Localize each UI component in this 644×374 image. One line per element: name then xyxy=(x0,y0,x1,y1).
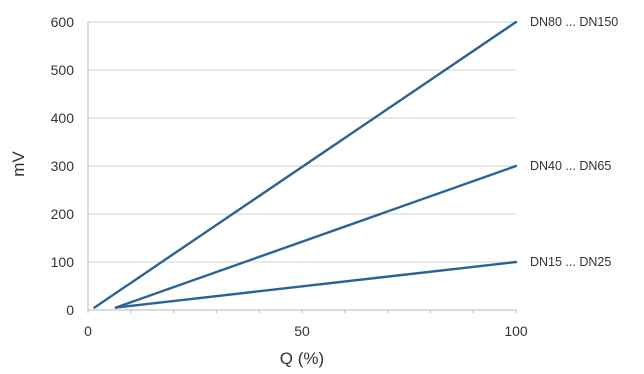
x-tick-100: 100 xyxy=(504,323,528,339)
y-tick-600: 600 xyxy=(51,14,75,30)
y-tick-200: 200 xyxy=(51,206,75,222)
y-axis-title: mV xyxy=(9,151,28,177)
series-line-0 xyxy=(93,20,518,309)
series-label-2: DN15 ... DN25 xyxy=(530,255,611,269)
series-labels: DN80 ... DN150 DN40 ... DN65 DN15 ... DN25 xyxy=(530,15,618,269)
x-axis-title: Q (%) xyxy=(280,349,324,368)
grid-lines xyxy=(88,21,516,263)
x-tick-0: 0 xyxy=(84,323,92,339)
y-tick-400: 400 xyxy=(51,110,75,126)
series-lines xyxy=(93,20,518,309)
y-tick-labels: 0 100 200 300 400 500 600 xyxy=(51,14,75,318)
y-tick-0: 0 xyxy=(66,302,74,318)
y-tick-500: 500 xyxy=(51,62,75,78)
x-tick-labels: 0 50 100 xyxy=(84,323,528,339)
axes xyxy=(87,22,517,313)
x-tick-50: 50 xyxy=(294,323,310,339)
series-label-1: DN40 ... DN65 xyxy=(530,159,611,173)
series-label-0: DN80 ... DN150 xyxy=(530,15,618,29)
series-line-1 xyxy=(114,164,518,309)
y-tick-300: 300 xyxy=(51,158,75,174)
series-line-2 xyxy=(114,260,518,309)
y-tick-100: 100 xyxy=(51,254,75,270)
